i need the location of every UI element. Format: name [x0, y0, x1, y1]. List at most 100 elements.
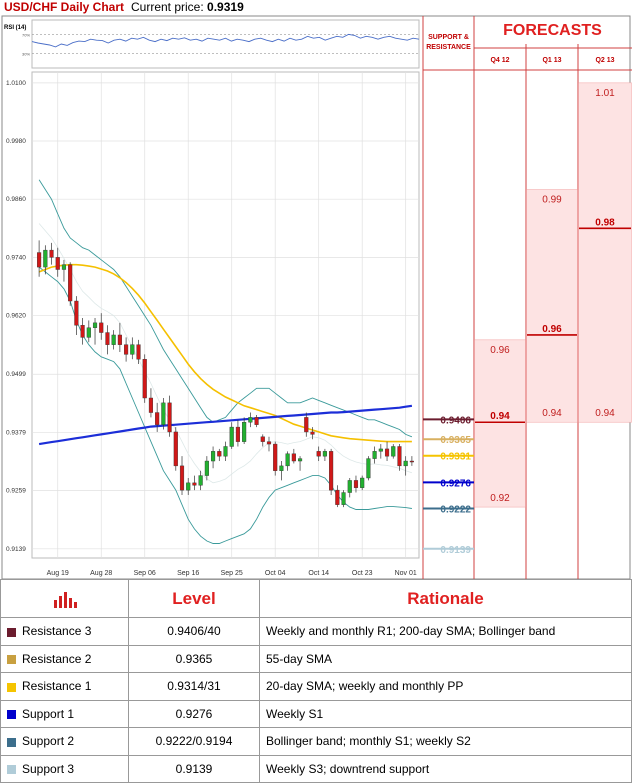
- level-swatch: [7, 765, 16, 775]
- y-tick-label: 1.0100: [6, 80, 26, 87]
- forecast-low-label: 0.94: [542, 408, 562, 419]
- level-swatch: [7, 710, 16, 720]
- level-value: 0.9222/0.9194: [128, 727, 260, 756]
- forecast-col-header: Q1 13: [542, 57, 561, 64]
- candle-body: [148, 397, 154, 413]
- candle-body: [173, 431, 178, 467]
- candle-body: [279, 465, 284, 471]
- forecast-mid-label: 0.98: [595, 217, 615, 228]
- rsi-line: [31, 33, 420, 48]
- forecast-col-header: Q2 13: [595, 57, 614, 64]
- candle-body: [229, 426, 234, 447]
- candle-body: [155, 412, 160, 425]
- candle-body: [117, 334, 122, 345]
- candle-body: [74, 300, 79, 326]
- rsi-30-label: 30%: [22, 52, 30, 57]
- y-tick-label: 0.9860: [6, 196, 26, 203]
- level-name: Support 2: [0, 727, 129, 756]
- candle-body: [341, 492, 346, 505]
- y-tick-label: 0.9379: [6, 429, 26, 436]
- candle-body: [366, 458, 371, 479]
- level-name-text: Resistance 2: [22, 651, 92, 666]
- candle-body: [391, 446, 396, 457]
- candle-body: [397, 446, 402, 467]
- candle-body: [409, 460, 414, 463]
- sr-title-line2: RESISTANCE: [426, 44, 471, 51]
- level-swatch: [7, 682, 16, 692]
- level-value: 0.9365: [128, 644, 260, 673]
- forecast-mid-label: 0.94: [490, 411, 510, 422]
- sr-title-line1: SUPPORT &: [428, 34, 469, 41]
- y-tick-label: 0.9620: [6, 313, 26, 320]
- y-tick-label: 0.9980: [6, 138, 26, 145]
- sr-level-label: 0.9365: [440, 435, 471, 446]
- level-value: 0.9314/31: [128, 672, 260, 701]
- bar-chart-icon: [53, 592, 77, 609]
- candle-body: [266, 441, 272, 445]
- sr-level-label: 0.9331: [440, 452, 471, 463]
- x-tick-label: Sep 25: [221, 570, 243, 577]
- candle-body: [86, 327, 91, 338]
- header-icon-cell: [0, 579, 129, 618]
- level-value: 0.9276: [128, 699, 260, 728]
- level-name-text: Resistance 3: [22, 624, 92, 639]
- candle-body: [310, 431, 315, 435]
- levels-table: Level Rationale Resistance 3 0.9406/40 Wee…: [0, 579, 632, 783]
- candle-body: [360, 477, 365, 488]
- rsi-panel: [31, 19, 420, 69]
- candle-body: [124, 344, 129, 355]
- candle-body: [329, 451, 334, 491]
- level-name-text: Support 2: [22, 734, 75, 749]
- sr-level-label: 0.9222: [440, 505, 471, 516]
- level-name: Support 3: [0, 754, 129, 783]
- level-name: Resistance 2: [0, 644, 129, 673]
- candle-body: [254, 417, 259, 425]
- level-rationale: Weekly S3; downtrend support: [259, 754, 632, 783]
- candle-body: [242, 422, 247, 442]
- level-rationale: Weekly S1: [259, 699, 632, 728]
- level-name: Support 1: [0, 699, 129, 728]
- table-row: Resistance 2 0.9365 55-day SMA: [0, 644, 632, 673]
- candle-body: [335, 489, 340, 505]
- x-tick-label: Aug 19: [47, 570, 69, 577]
- candle-body: [198, 475, 203, 486]
- level-name-text: Support 1: [22, 706, 75, 721]
- candle-body: [49, 249, 54, 258]
- table-row: Support 2 0.9222/0.9194 Bollinger band; mo…: [0, 727, 632, 756]
- x-tick-label: Oct 04: [265, 570, 286, 577]
- forecast-high-label: 1.01: [595, 88, 615, 99]
- table-row: Resistance 3 0.9406/40 Weekly and monthly …: [0, 617, 632, 646]
- level-rationale: Weekly and monthly R1; 200-day SMA; Boll…: [259, 617, 632, 646]
- level-name-text: Resistance 1: [22, 679, 92, 694]
- candle-body: [186, 482, 191, 491]
- level-name: Resistance 1: [0, 672, 129, 701]
- price-panel: [31, 71, 420, 559]
- candle-body: [353, 480, 359, 488]
- candle-body: [322, 451, 327, 457]
- level-swatch: [7, 737, 16, 747]
- candle-body: [61, 264, 67, 270]
- candle-body: [179, 465, 185, 491]
- candle-body: [260, 436, 265, 442]
- forecast-range: [526, 189, 578, 423]
- forecast-col-header: Q4 12: [490, 57, 509, 64]
- forecast-mid-label: 0.96: [542, 324, 562, 335]
- candle-body: [291, 453, 296, 462]
- x-tick-label: Nov 01: [395, 570, 417, 577]
- sr-panel-title: SUPPORT & RESISTANCE: [423, 33, 474, 53]
- sr-level-label: 0.9406: [440, 415, 471, 426]
- forecasts-title: FORECASTS: [503, 22, 602, 39]
- forecast-high-label: 0.99: [542, 195, 562, 206]
- forecast-low-label: 0.94: [595, 408, 615, 419]
- forecast-low-label: 0.92: [490, 493, 510, 504]
- candle-body: [105, 332, 110, 345]
- candle-body: [161, 402, 166, 425]
- candle-body: [223, 446, 228, 457]
- level-name: Resistance 3: [0, 617, 129, 646]
- candle-body: [167, 402, 172, 433]
- x-tick-label: Aug 28: [90, 570, 112, 577]
- candle-body: [273, 443, 278, 471]
- candle-body: [111, 334, 116, 345]
- header-level: Level: [128, 579, 260, 618]
- candle-body: [68, 264, 73, 302]
